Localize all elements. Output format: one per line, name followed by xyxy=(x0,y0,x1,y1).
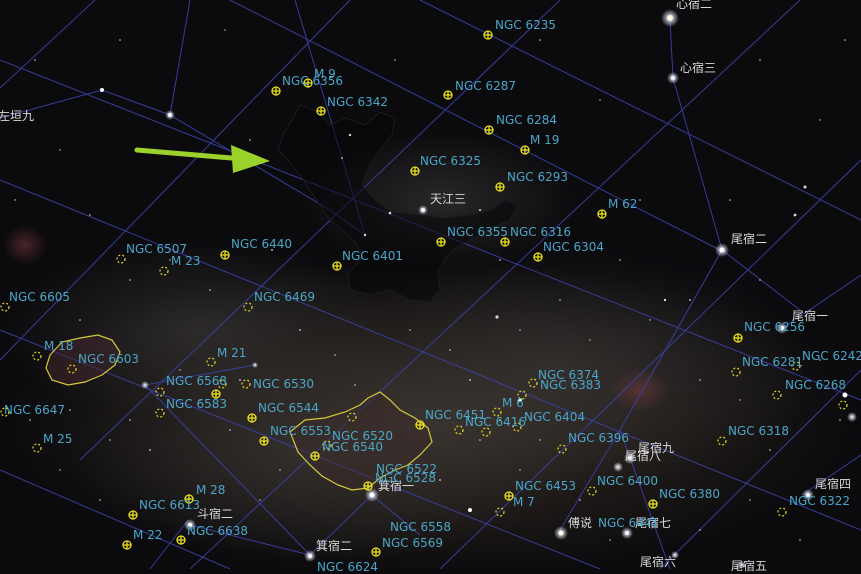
globular-cluster-icon xyxy=(271,86,281,96)
globular-cluster-icon xyxy=(484,125,494,135)
lagoon-nebula-outline xyxy=(289,391,433,491)
globular-cluster-icon xyxy=(733,333,743,343)
globular-cluster-icon xyxy=(415,420,425,430)
bright-stars xyxy=(100,9,857,569)
globular-cluster-icon xyxy=(303,78,313,88)
globular-cluster-icon xyxy=(310,451,320,461)
globular-cluster-icon xyxy=(184,494,194,504)
star-wei-su-jiu xyxy=(613,462,623,472)
globular-cluster-icon xyxy=(533,252,543,262)
dso-markers[interactable] xyxy=(122,30,743,557)
globular-cluster-icon xyxy=(259,436,269,446)
globular-cluster-icon xyxy=(122,540,132,550)
globular-cluster-icon xyxy=(332,261,342,271)
globular-cluster-icon xyxy=(500,237,510,247)
globular-cluster-icon xyxy=(597,209,607,219)
globular-cluster-icon xyxy=(128,510,138,520)
globular-cluster-icon xyxy=(371,547,381,557)
globular-cluster-icon xyxy=(495,182,505,192)
globular-cluster-icon xyxy=(316,106,326,116)
faint-stars xyxy=(14,29,846,541)
globular-cluster-icon xyxy=(220,250,230,260)
globular-cluster-icon xyxy=(211,389,221,399)
globular-cluster-icon xyxy=(504,491,514,501)
green-arrow-icon xyxy=(134,145,270,173)
globular-cluster-icon xyxy=(648,499,658,509)
globular-cluster-icon xyxy=(443,90,453,100)
dark-nebula-outline xyxy=(277,104,519,303)
trifid-nebula-outline xyxy=(45,334,121,386)
globular-cluster-icon xyxy=(247,413,257,423)
milky-way-haze xyxy=(0,130,860,569)
globular-cluster-icon xyxy=(363,481,373,491)
open-cluster-markers[interactable] xyxy=(0,254,848,517)
globular-cluster-icon xyxy=(176,535,186,545)
globular-cluster-icon xyxy=(410,166,420,176)
globular-cluster-icon xyxy=(436,237,446,247)
globular-cluster-icon xyxy=(520,145,530,155)
globular-cluster-icon xyxy=(483,30,493,40)
